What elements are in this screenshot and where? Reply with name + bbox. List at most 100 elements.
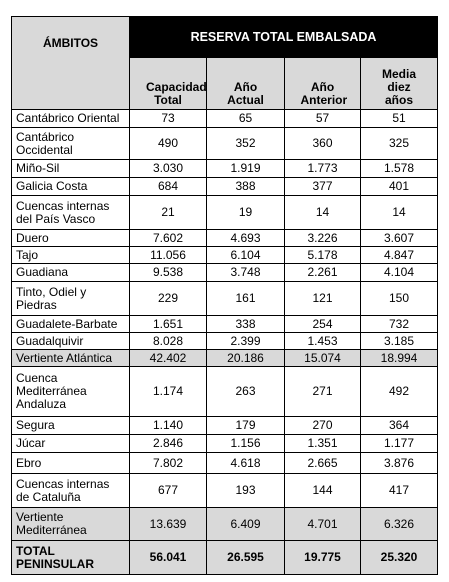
cell-value: 360 bbox=[284, 127, 361, 160]
table-row: Segura 1.140 179 270 364 bbox=[11, 416, 439, 435]
cell-value: 1.177 bbox=[359, 434, 439, 453]
subheader-row: Capacidad Total Año Actual Año Anterior Med… bbox=[12, 57, 439, 110]
table-row: Cuenca Mediterránea Andaluza 1.174 263 271 4… bbox=[11, 366, 439, 417]
cell-value: 1.651 bbox=[129, 315, 207, 333]
cell-value: 401 bbox=[359, 177, 439, 196]
table-row: Guadalete-Barbate 1.651 338 254 732 bbox=[11, 315, 439, 333]
row-label: Cuencas internas del País Vasco bbox=[11, 195, 130, 230]
table-row: Guadiana 9.538 3.748 2.261 4.104 bbox=[11, 263, 439, 282]
cell-value: 270 bbox=[284, 416, 361, 435]
cell-value: 144 bbox=[284, 473, 361, 508]
row-label: Cantábrico Occidental bbox=[11, 127, 130, 160]
cell-value: 51 bbox=[359, 109, 439, 128]
cell-value: 25.320 bbox=[359, 540, 439, 575]
cell-value: 179 bbox=[206, 416, 285, 435]
cell-value: 1.453 bbox=[284, 332, 361, 350]
reservoir-table: ÁMBITOS RESERVA TOTAL EMBALSADA Capacida… bbox=[11, 16, 439, 575]
cell-value: 684 bbox=[129, 177, 207, 196]
cell-value: 150 bbox=[359, 281, 439, 316]
cell-value: 14 bbox=[284, 195, 361, 230]
cell-value: 21 bbox=[129, 195, 207, 230]
column-header: Capacidad Total bbox=[129, 57, 207, 110]
cell-value: 13.639 bbox=[129, 507, 207, 541]
cell-value: 388 bbox=[206, 177, 285, 196]
row-label: Guadalete-Barbate bbox=[11, 315, 130, 333]
cell-value: 6.326 bbox=[359, 507, 439, 541]
cell-value: 193 bbox=[206, 473, 285, 508]
table-row: Júcar 2.846 1.156 1.351 1.177 bbox=[11, 434, 439, 453]
table-row: Miño-Sil 3.030 1.919 1.773 1.578 bbox=[11, 159, 439, 178]
table-row: Tinto, Odiel y Piedras 229 161 121 150 bbox=[11, 281, 439, 316]
table-row: Vertiente Mediterránea 13.639 6.409 4.701 6.… bbox=[11, 507, 439, 541]
cell-value: 732 bbox=[359, 315, 439, 333]
cell-value: 14 bbox=[359, 195, 439, 230]
table-row: Guadalquivir 8.028 2.399 1.453 3.185 bbox=[11, 332, 439, 350]
cell-value: 325 bbox=[359, 127, 439, 160]
cell-value: 1.156 bbox=[206, 434, 285, 453]
cell-value: 56.041 bbox=[129, 540, 207, 575]
table-row: Duero 7.602 4.693 3.226 3.607 bbox=[11, 229, 439, 247]
cell-value: 352 bbox=[206, 127, 285, 160]
cell-value: 6.104 bbox=[206, 246, 285, 264]
row-label: Cuenca Mediterránea Andaluza bbox=[11, 366, 130, 417]
cell-value: 677 bbox=[129, 473, 207, 508]
row-label: Tinto, Odiel y Piedras bbox=[11, 281, 130, 316]
row-label: Guadalquivir bbox=[11, 332, 130, 350]
table-row: Cantábrico Occidental 490 352 360 325 bbox=[11, 127, 439, 160]
header-row: ÁMBITOS RESERVA TOTAL EMBALSADA bbox=[11, 16, 439, 110]
row-label: Guadiana bbox=[11, 263, 130, 282]
row-label: Vertiente Atlántica bbox=[11, 349, 130, 367]
table-row: Ebro 7.802 4.618 2.665 3.876 bbox=[11, 452, 439, 474]
cell-value: 271 bbox=[284, 366, 361, 417]
cell-value: 11.056 bbox=[129, 246, 207, 264]
cell-value: 1.351 bbox=[284, 434, 361, 453]
cell-value: 121 bbox=[284, 281, 361, 316]
cell-value: 263 bbox=[206, 366, 285, 417]
cell-value: 161 bbox=[206, 281, 285, 316]
cell-value: 4.701 bbox=[284, 507, 361, 541]
cell-value: 490 bbox=[129, 127, 207, 160]
cell-value: 2.399 bbox=[206, 332, 285, 350]
cell-value: 9.538 bbox=[129, 263, 207, 282]
cell-value: 254 bbox=[284, 315, 361, 333]
cell-value: 15.074 bbox=[284, 349, 361, 367]
row-label: Vertiente Mediterránea bbox=[11, 507, 130, 541]
table-header: ÁMBITOS RESERVA TOTAL EMBALSADA Capacida… bbox=[11, 16, 439, 110]
table-row: Cuencas internas del País Vasco 21 19 14 14 bbox=[11, 195, 439, 230]
cell-value: 19 bbox=[206, 195, 285, 230]
cell-value: 4.693 bbox=[206, 229, 285, 247]
row-label: Júcar bbox=[11, 434, 130, 453]
cell-value: 3.185 bbox=[359, 332, 439, 350]
cell-value: 8.028 bbox=[129, 332, 207, 350]
cell-value: 1.773 bbox=[284, 159, 361, 178]
cell-value: 4.618 bbox=[206, 452, 285, 474]
row-label: Cuencas internas de Cataluña bbox=[11, 473, 130, 508]
cell-value: 4.104 bbox=[359, 263, 439, 282]
cell-value: 377 bbox=[284, 177, 361, 196]
cell-value: 3.226 bbox=[284, 229, 361, 247]
cell-value: 6.409 bbox=[206, 507, 285, 541]
row-label: TOTAL PENINSULAR bbox=[11, 540, 130, 575]
cell-value: 2.665 bbox=[284, 452, 361, 474]
row-label: Duero bbox=[11, 229, 130, 247]
row-label: Cantábrico Oriental bbox=[11, 109, 130, 128]
cell-value: 1.578 bbox=[359, 159, 439, 178]
group-header: RESERVA TOTAL EMBALSADA bbox=[128, 16, 439, 58]
row-label: Miño-Sil bbox=[11, 159, 130, 178]
cell-value: 5.178 bbox=[284, 246, 361, 264]
column-header: Año Actual bbox=[206, 57, 285, 110]
cell-value: 492 bbox=[359, 366, 439, 417]
row-label: Ebro bbox=[11, 452, 130, 474]
column-header: Año Anterior bbox=[284, 57, 361, 110]
table-row: Cuencas internas de Cataluña 677 193 144 417 bbox=[11, 473, 439, 508]
column-header-text: Año Actual bbox=[227, 80, 264, 107]
column-header-text: Año Anterior bbox=[300, 80, 348, 107]
cell-value: 18.994 bbox=[359, 349, 439, 367]
cell-value: 1.919 bbox=[206, 159, 285, 178]
cell-value: 3.607 bbox=[359, 229, 439, 247]
cell-value: 2.261 bbox=[284, 263, 361, 282]
ambitos-header: ÁMBITOS bbox=[11, 16, 130, 110]
cell-value: 73 bbox=[129, 109, 207, 128]
row-label: Tajo bbox=[11, 246, 130, 264]
